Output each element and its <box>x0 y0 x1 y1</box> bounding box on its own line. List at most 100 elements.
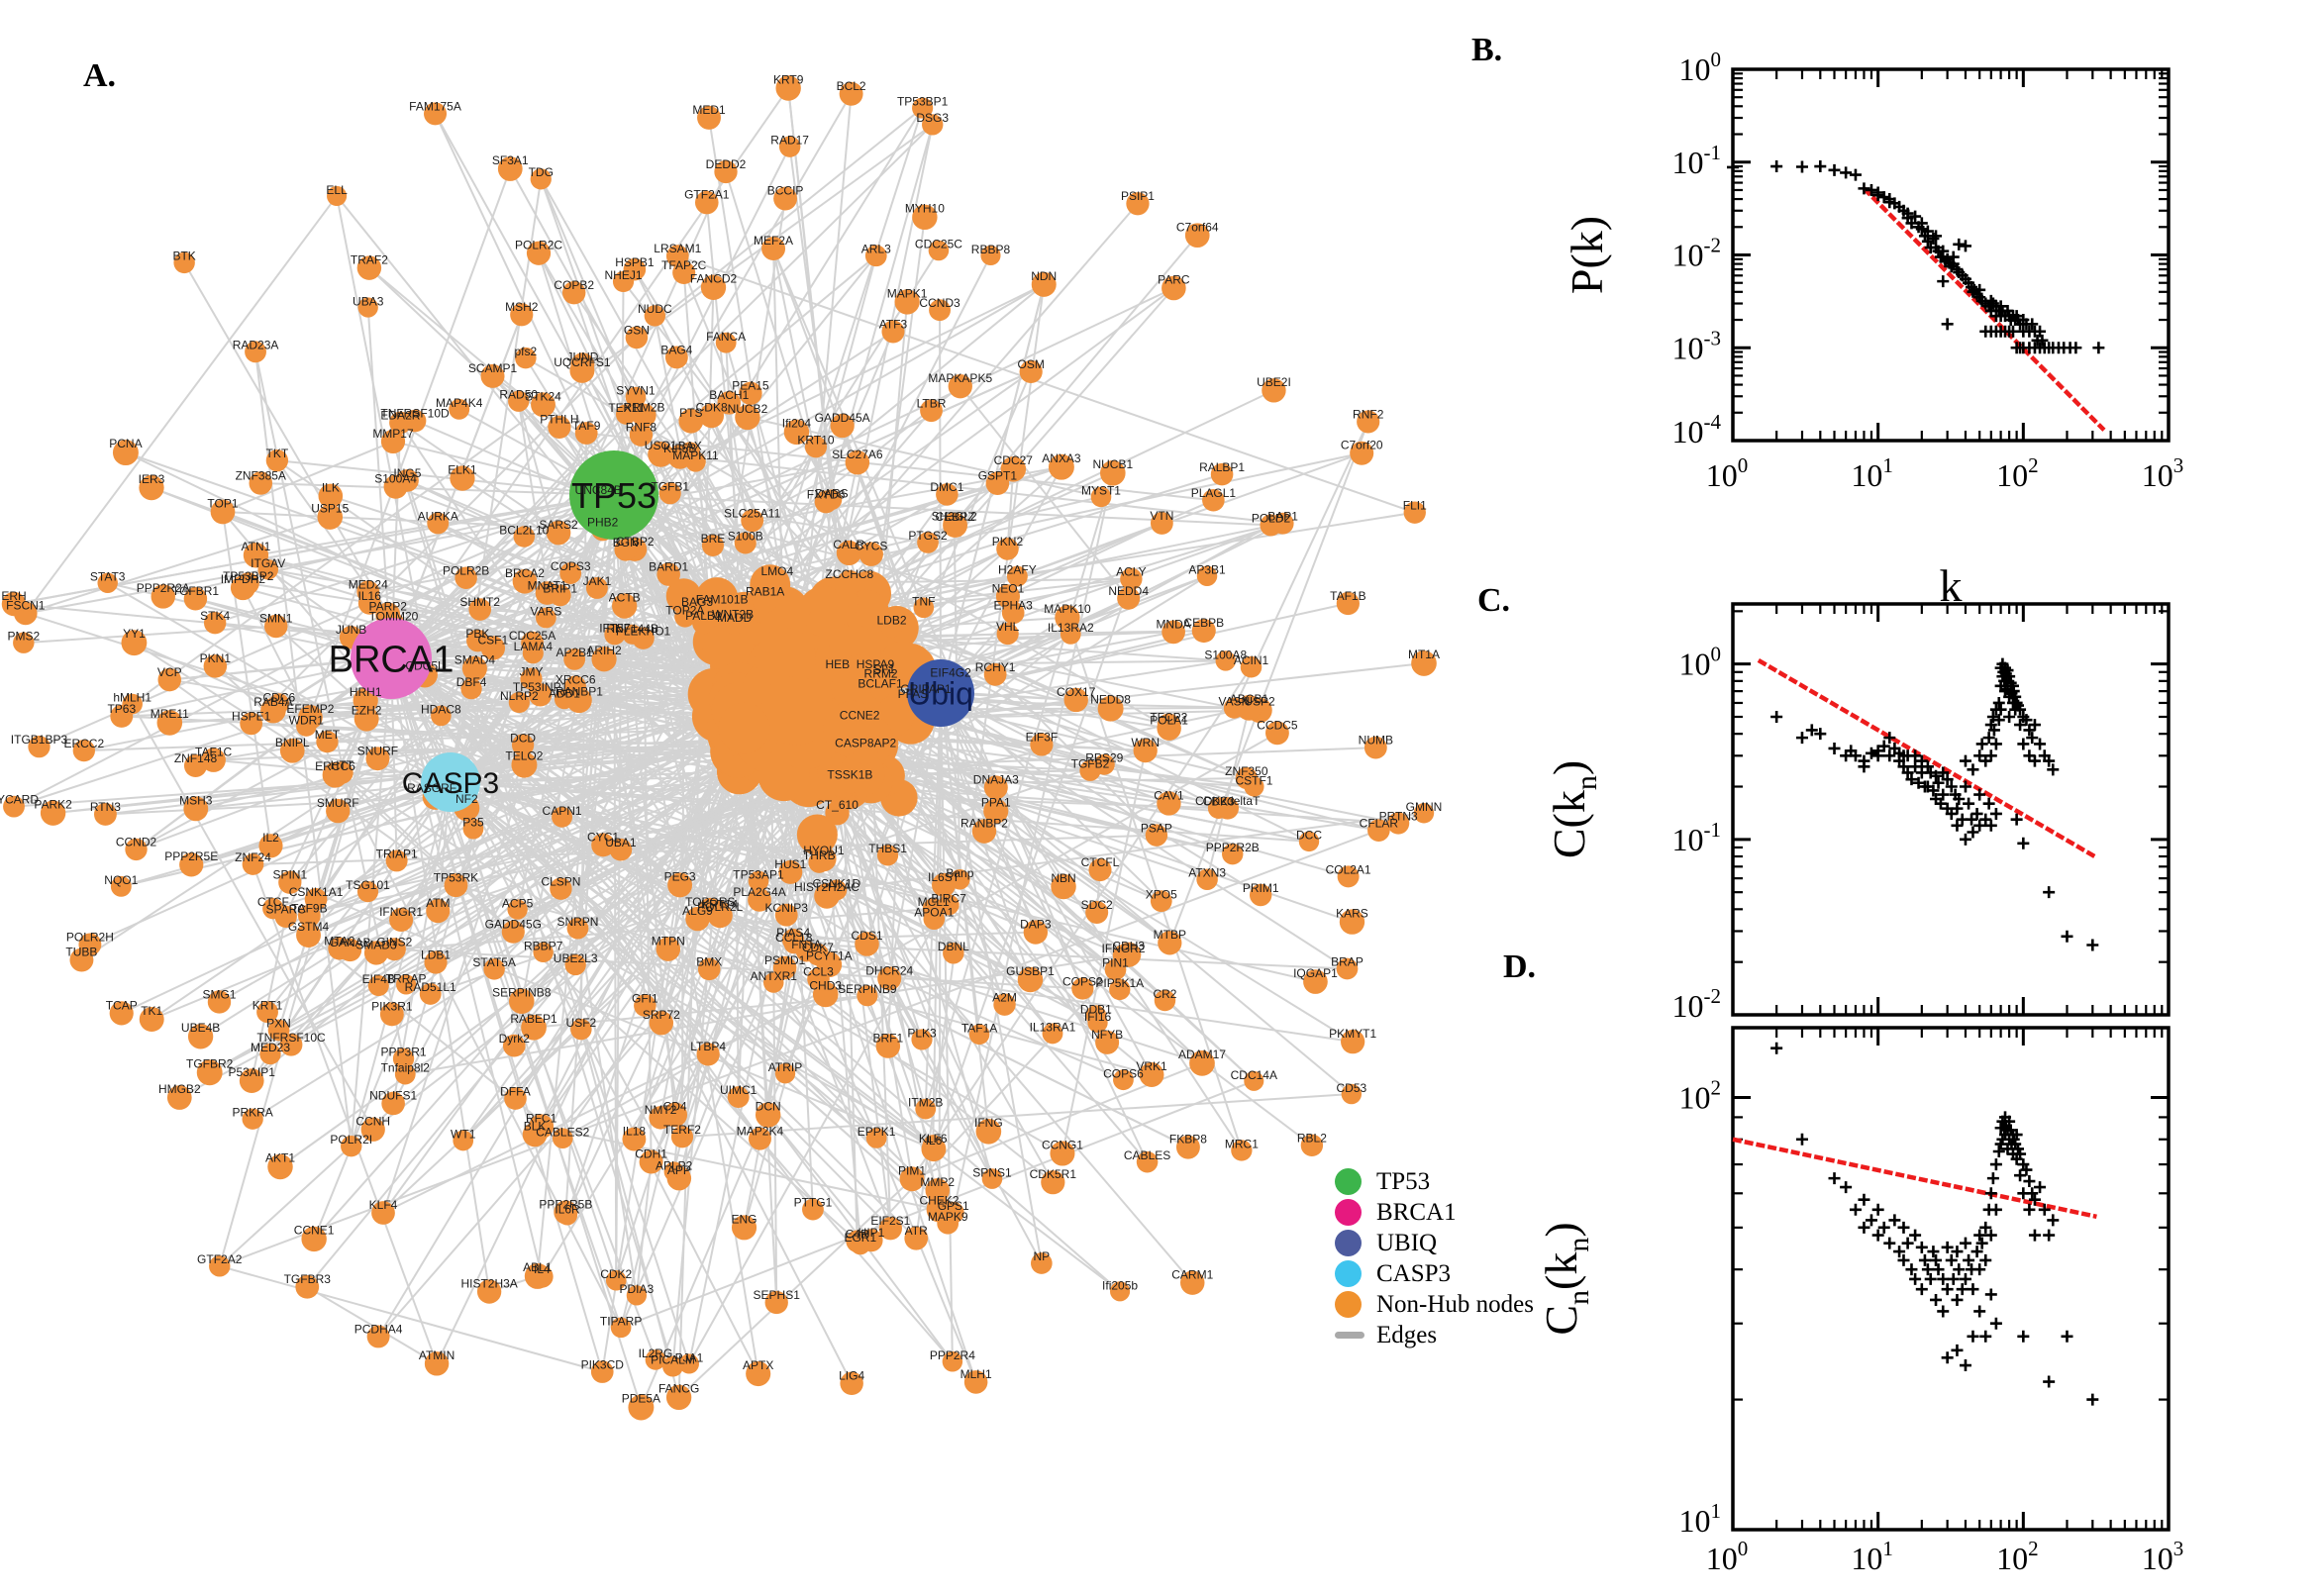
gene-node <box>766 567 788 588</box>
gene-node <box>480 636 506 660</box>
gene-node-label: PIN1 <box>1102 956 1129 970</box>
axis-title: C(kn) <box>1544 760 1603 858</box>
gene-node <box>670 1126 694 1148</box>
gene-node <box>735 404 760 431</box>
gene-node-label: RAD50 <box>499 388 538 402</box>
gene-node <box>552 806 573 828</box>
gene-node-label: CDS1 <box>852 929 883 943</box>
panel-b-label: B. <box>1471 32 1503 68</box>
gene-node-label: ARIH2 <box>586 644 622 657</box>
gene-node <box>783 419 810 446</box>
gene-node-label: S100A8 <box>1204 648 1247 661</box>
gene-node <box>296 923 321 948</box>
gene-node <box>460 678 482 700</box>
gene-node-label: ATF3 <box>879 318 908 332</box>
gene-node <box>1113 1069 1134 1091</box>
gene-node-label: ACIN1 <box>1234 653 1269 667</box>
gene-node-label: ABCB1 <box>1230 692 1269 706</box>
gene-node <box>109 1001 134 1026</box>
gene-node-label: DEDD2 <box>706 157 747 171</box>
gene-node-label: NHEJ1 <box>605 268 643 282</box>
gene-node-label: PPP2R2A <box>137 581 190 595</box>
gene-node-label: RPS29 <box>1085 751 1123 765</box>
gene-node-label: CCNE2 <box>840 709 880 723</box>
gene-node-label: TEX11 <box>608 401 644 415</box>
gene-node-label: ENG <box>732 1212 758 1226</box>
gene-node-label: DDB1 <box>1080 1002 1112 1016</box>
gene-node <box>694 190 719 215</box>
gene-node-label: CEBPB <box>1183 616 1224 630</box>
gene-node <box>1063 687 1088 713</box>
gene-node-label: ANTXR1 <box>751 969 798 983</box>
gene-node <box>341 1135 362 1157</box>
gene-node <box>604 624 626 646</box>
gene-node-label: NUCB2 <box>728 402 768 416</box>
gene-node-label: CALR <box>833 538 864 551</box>
gene-node-label: EFEMP2 <box>286 702 334 716</box>
gene-node-label: ILK <box>322 481 340 495</box>
gene-node-label: CTCF <box>257 895 289 909</box>
gene-node-label: MAPK1 <box>887 286 928 300</box>
gene-node <box>623 257 647 281</box>
gene-node-label: MET <box>315 728 341 742</box>
gene-node-label: NEDD8 <box>1090 693 1131 707</box>
gene-node <box>183 587 208 611</box>
gene-node <box>1023 920 1049 945</box>
gene-node <box>748 1127 771 1150</box>
gene-node-label: TNFRSF10D <box>380 407 450 421</box>
edges-swatch-icon <box>1335 1332 1364 1339</box>
gene-node-label: MSH2 <box>505 300 539 314</box>
plot-panel-C: 100 10-1 10-2 C(kn) <box>1544 602 2171 1024</box>
plot-panel-B: 100 10-1 10-2 10-3 10-4 100 101 102 103 k P(k) <box>1562 48 2183 611</box>
data-points <box>1770 657 2099 951</box>
gene-node-label: NEDD4 <box>1108 584 1149 598</box>
gene-node <box>508 988 535 1015</box>
gene-node-label: IER3 <box>139 472 165 486</box>
gene-node-label: CCL18 <box>775 931 813 945</box>
gene-node <box>825 800 850 826</box>
gene-node <box>295 1274 320 1299</box>
gene-node-label: CDH3 <box>1112 940 1145 953</box>
gene-node-label: BRIP1 <box>543 581 577 595</box>
gene-node-label: PPP2R4 <box>930 1348 975 1362</box>
gene-node <box>380 429 406 454</box>
gene-node <box>278 870 302 894</box>
tick-label: 100 <box>1706 1537 1749 1576</box>
gene-node-label: ATRIP <box>768 1060 802 1074</box>
gene-node <box>899 1166 925 1192</box>
gene-node-label: SMN1 <box>259 612 293 626</box>
gene-node-label: TIPARP <box>600 1315 642 1329</box>
gene-node-label: ZNF385A <box>236 468 286 482</box>
gene-node-label: TOP1 <box>207 497 238 511</box>
gene-node-label: PLAGL1 <box>1191 486 1237 500</box>
gene-node <box>94 803 117 826</box>
gene-node <box>327 185 348 207</box>
gene-node <box>526 241 552 265</box>
gene-node-label: BAP1 <box>1267 510 1298 524</box>
gene-node <box>983 662 1007 686</box>
gene-node <box>847 711 872 737</box>
gene-node <box>656 937 681 961</box>
gene-node <box>715 332 737 353</box>
gene-node-label: TOMM20 <box>369 610 419 624</box>
gene-node <box>1244 1070 1264 1091</box>
gene-node <box>1303 969 1328 994</box>
gene-node <box>1157 791 1181 816</box>
gene-node-label: UBA3 <box>353 294 384 308</box>
gene-node <box>1031 271 1057 297</box>
fit-line <box>1757 657 2096 858</box>
gene-node-label: PARP2 <box>369 599 408 613</box>
gene-node-label: APLP2 <box>656 1158 693 1172</box>
gene-node-label: TP53AP1 <box>733 868 784 882</box>
gene-node <box>1341 1083 1363 1105</box>
gene-node <box>612 593 638 619</box>
gene-node-label: UBE2I <box>1257 375 1291 389</box>
gene-node-label: PDE5A <box>622 1391 660 1405</box>
gene-node-label: MCL1 <box>918 895 950 909</box>
gene-node-label: ERH <box>1 589 26 603</box>
gene-node-label: CDK5R1 <box>1030 1167 1077 1181</box>
gene-node <box>853 739 878 765</box>
gene-node-label: BRCA2 <box>505 566 545 580</box>
gene-node <box>656 562 680 586</box>
gene-node <box>764 1290 788 1315</box>
